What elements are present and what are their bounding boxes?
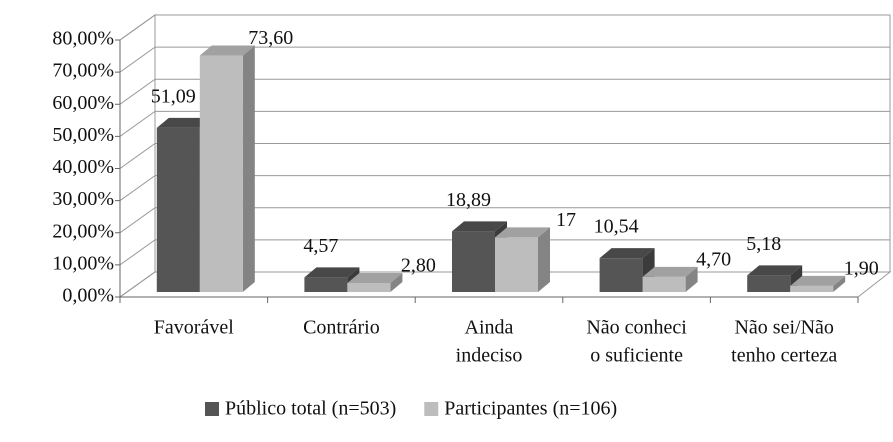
bar-top (304, 267, 360, 278)
y-tick-label: 70,00% (52, 60, 114, 82)
y-tick-label: 10,00% (52, 252, 114, 274)
value-label: 2,80 (401, 255, 436, 277)
value-label: 17 (556, 209, 576, 231)
bar-top (599, 248, 655, 259)
legend-label: Público total (n=503) (225, 398, 396, 420)
bar-top (347, 273, 403, 284)
bar-side (833, 275, 846, 292)
grid-line (119, 14, 890, 41)
value-label: 4,57 (303, 235, 338, 257)
value-label: 18,89 (446, 189, 491, 211)
bar-side (390, 273, 403, 292)
bar-top (642, 266, 698, 277)
grid-line (119, 175, 890, 202)
bar (347, 283, 391, 292)
bar-side (538, 227, 550, 292)
bar (199, 55, 243, 293)
legend-swatch (205, 402, 219, 416)
bar-side (242, 45, 255, 293)
y-tick-label: 20,00% (52, 220, 114, 242)
x-tick-label: tenho certeza (731, 345, 837, 367)
x-tick-label: Ainda (465, 317, 514, 339)
bar (599, 258, 643, 292)
value-label: 10,54 (594, 216, 639, 238)
bar (452, 231, 495, 292)
bar-top (790, 275, 846, 286)
value-label: 4,70 (696, 248, 731, 270)
bar-top (452, 221, 507, 232)
bar (642, 276, 686, 292)
legend-label: Participantes (n=106) (444, 398, 617, 420)
grid-line (119, 46, 890, 73)
bar (790, 285, 834, 292)
bar-top (747, 265, 803, 276)
value-label: 5,18 (746, 233, 781, 255)
value-label: 73,60 (248, 27, 293, 49)
x-tick-label: Contrário (303, 317, 380, 339)
value-label: 51,09 (151, 85, 196, 107)
grid-line (119, 78, 890, 105)
y-tick-label: 80,00% (52, 28, 114, 50)
bar (156, 127, 200, 292)
x-tick-label: indeciso (456, 345, 523, 367)
x-tick-label: Não conheci (586, 317, 687, 339)
bar (747, 275, 791, 292)
grid-line (119, 207, 890, 234)
bar-side (685, 266, 698, 292)
y-tick-label: 50,00% (52, 124, 114, 146)
bar-top (495, 227, 550, 238)
y-tick-label: 0,00% (62, 285, 114, 307)
x-tick-label: Favorável (154, 317, 234, 339)
grid-line (119, 143, 890, 169)
value-label: 1,90 (844, 257, 879, 279)
y-tick-label: 60,00% (52, 92, 114, 114)
bar-top (156, 117, 212, 128)
x-tick-label: o suficiente (590, 345, 683, 367)
bar-top (199, 45, 255, 56)
y-tick-label: 40,00% (52, 156, 114, 178)
grid-line (119, 110, 890, 137)
x-tick-label: Não sei/Não (734, 317, 833, 339)
grid-line (119, 239, 890, 266)
bar (304, 277, 348, 292)
legend-swatch (424, 402, 439, 416)
bar (495, 237, 538, 292)
y-tick-label: 30,00% (52, 188, 114, 210)
